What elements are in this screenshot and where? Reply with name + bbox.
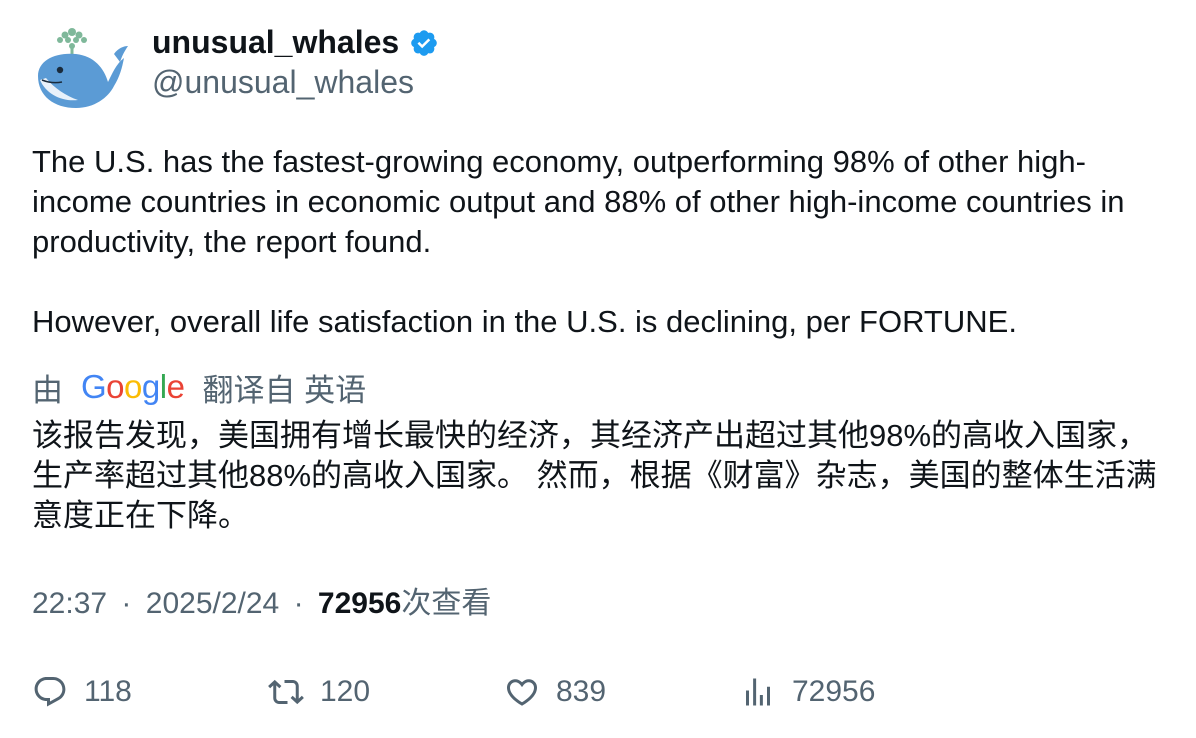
action-bar: 118 120 839 72956 [32,670,1172,714]
display-name-text[interactable]: unusual_whales [152,24,400,60]
analytics-bar-icon [746,678,770,706]
retweet-count: 120 [320,675,371,708]
author-handle[interactable]: @unusual_whales [152,64,414,100]
meta-separator: · [121,587,132,620]
tweet-date[interactable]: 2025/2/24 [145,587,280,620]
retweet-button[interactable]: 120 [268,670,370,714]
verified-badge-icon[interactable] [409,28,439,58]
tweet-meta: 22:37 · 2025/2/24 · 72956次查看 [32,584,491,624]
translation-suffix: 翻译自 英语 [202,372,367,408]
tweet-time[interactable]: 22:37 [32,587,108,620]
views-count: 72956 [317,587,402,620]
author-display-name[interactable]: unusual_whales [152,22,439,62]
like-button[interactable]: 839 [504,670,606,714]
reply-count: 118 [84,675,132,708]
translated-text: 该报告发现，美国拥有增长最快的经济，其经济产出超过其他98%的高收入国家，生产率… [32,418,1157,533]
translation-prefix: 由 [32,372,63,408]
views-action-count: 72956 [792,675,876,708]
reply-button[interactable]: 118 [32,670,132,714]
whale-logo-icon [38,28,128,108]
meta-separator: · [293,587,304,620]
avatar[interactable] [32,24,128,114]
views-label: 次查看 [401,587,492,620]
tweet-paragraph-1: The U.S. has the fastest-growing economy… [32,144,1125,259]
heart-icon [506,679,538,706]
views-button[interactable]: 72956 [740,670,875,714]
retweet-icon [268,679,304,705]
reply-icon [34,677,66,707]
tweet-text: The U.S. has the fastest-growing economy… [32,142,1172,342]
like-count: 839 [556,675,607,708]
tweet-paragraph-2: However, overall life satisfaction in th… [32,304,1017,339]
